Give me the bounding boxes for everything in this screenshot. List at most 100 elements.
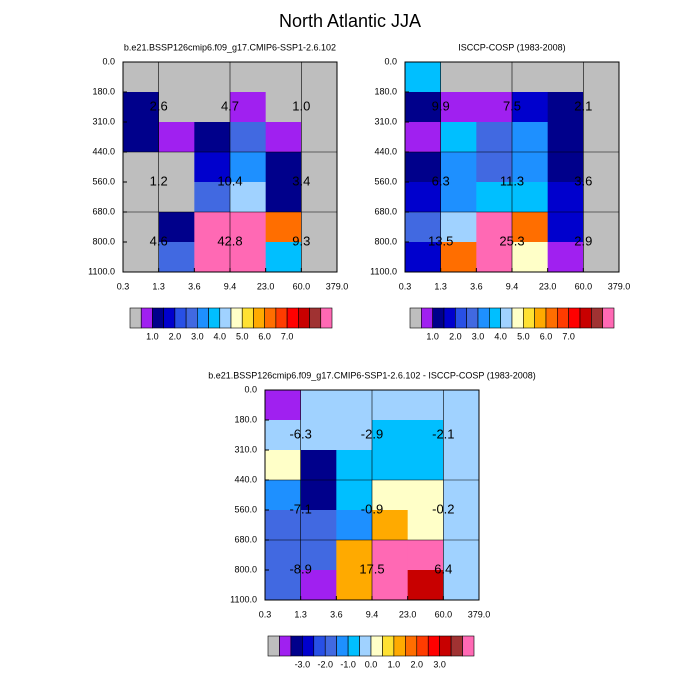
x-tick-label: 60.0 bbox=[575, 281, 593, 291]
x-tick-label: 0.3 bbox=[117, 281, 130, 291]
cell bbox=[547, 212, 584, 243]
summary-label: -2.9 bbox=[361, 426, 383, 441]
cell bbox=[265, 182, 302, 213]
cell bbox=[583, 212, 620, 243]
cell bbox=[547, 92, 584, 123]
cell bbox=[583, 92, 620, 123]
cell bbox=[300, 510, 337, 541]
cell bbox=[476, 152, 513, 183]
cell bbox=[407, 510, 444, 541]
colorbar-box bbox=[264, 307, 277, 329]
cell bbox=[300, 390, 337, 421]
cell bbox=[194, 242, 231, 273]
cell bbox=[336, 510, 373, 541]
cell bbox=[265, 570, 302, 601]
summary-label: 3.4 bbox=[292, 173, 310, 188]
cell bbox=[440, 152, 477, 183]
cell bbox=[405, 212, 442, 243]
cell bbox=[265, 242, 302, 273]
cell bbox=[547, 152, 584, 183]
summary-label: 4.7 bbox=[221, 98, 239, 113]
colorbar-box bbox=[462, 635, 475, 657]
cell bbox=[405, 92, 442, 123]
colorbar-box bbox=[219, 307, 232, 329]
x-tick-label: 379.0 bbox=[608, 281, 631, 291]
colorbar-box bbox=[432, 307, 445, 329]
colorbar-box bbox=[230, 307, 243, 329]
x-tick-label: 1.3 bbox=[152, 281, 165, 291]
colorbar-label: 3.0 bbox=[191, 331, 204, 341]
x-tick-label: 23.0 bbox=[539, 281, 557, 291]
cell bbox=[230, 212, 267, 243]
y-tick-label: 560.0 bbox=[92, 176, 115, 186]
colorbar-box bbox=[286, 307, 299, 329]
cell bbox=[372, 390, 409, 421]
cell bbox=[301, 242, 338, 273]
cell bbox=[512, 92, 549, 123]
cell bbox=[407, 480, 444, 511]
cell bbox=[158, 242, 195, 273]
y-tick-label: 310.0 bbox=[234, 444, 257, 454]
cell bbox=[265, 420, 302, 451]
cell bbox=[230, 62, 267, 93]
colorbar-label: -1.0 bbox=[340, 659, 356, 669]
cell bbox=[583, 62, 620, 93]
cell bbox=[583, 242, 620, 273]
colorbar-box bbox=[163, 307, 176, 329]
colorbar-box bbox=[591, 307, 603, 329]
cell bbox=[583, 182, 620, 213]
colorbar-box bbox=[298, 307, 310, 329]
cell bbox=[372, 480, 409, 511]
cell bbox=[512, 62, 549, 93]
cell bbox=[265, 480, 302, 511]
cell bbox=[158, 182, 195, 213]
cell bbox=[547, 62, 584, 93]
panel-title: b.e21.BSSP126cmip6.f09_g17.CMIP6-SSP1-2.… bbox=[208, 370, 536, 380]
panel: b.e21.BSSP126cmip6.f09_g17.CMIP6-SSP1-2.… bbox=[208, 370, 536, 669]
colorbar-label: 6.0 bbox=[540, 331, 553, 341]
summary-label: 2.9 bbox=[574, 233, 592, 248]
cell bbox=[440, 122, 477, 153]
cell bbox=[301, 212, 338, 243]
summary-label: -6.3 bbox=[289, 426, 311, 441]
x-tick-label: 0.3 bbox=[399, 281, 412, 291]
summary-label: 3.6 bbox=[574, 173, 592, 188]
cell bbox=[336, 450, 373, 481]
cell bbox=[194, 182, 231, 213]
colorbar-box bbox=[279, 635, 292, 657]
summary-label: -0.2 bbox=[432, 501, 454, 516]
cell bbox=[336, 480, 373, 511]
x-tick-label: 9.4 bbox=[224, 281, 237, 291]
cell bbox=[512, 122, 549, 153]
colorbar-label: 1.0 bbox=[426, 331, 439, 341]
x-tick-label: 1.3 bbox=[294, 609, 307, 619]
colorbar-box bbox=[409, 307, 422, 329]
cell bbox=[443, 510, 480, 541]
panel-title: ISCCP-COSP (1983-2008) bbox=[458, 42, 565, 52]
cell bbox=[336, 390, 373, 421]
cell bbox=[194, 212, 231, 243]
cell bbox=[407, 420, 444, 451]
colorbar-box bbox=[313, 635, 326, 657]
y-tick-label: 800.0 bbox=[374, 236, 397, 246]
colorbar-label: 4.0 bbox=[494, 331, 507, 341]
cell bbox=[123, 212, 160, 243]
cell bbox=[301, 122, 338, 153]
cell bbox=[300, 540, 337, 571]
summary-label: 1.0 bbox=[292, 98, 310, 113]
cell bbox=[158, 92, 195, 123]
colorbar-box bbox=[309, 307, 322, 329]
y-tick-label: 560.0 bbox=[374, 176, 397, 186]
y-tick-label: 440.0 bbox=[374, 146, 397, 156]
cell bbox=[265, 152, 302, 183]
colorbar-box bbox=[443, 307, 456, 329]
cell bbox=[265, 122, 302, 153]
figure-title: North Atlantic JJA bbox=[279, 11, 421, 31]
colorbar-box bbox=[152, 307, 164, 329]
colorbar-box bbox=[455, 307, 467, 329]
y-tick-label: 1100.0 bbox=[230, 594, 257, 604]
cell bbox=[230, 152, 267, 183]
cell bbox=[301, 152, 338, 183]
colorbar-label: 7.0 bbox=[281, 331, 294, 341]
cell bbox=[405, 152, 442, 183]
